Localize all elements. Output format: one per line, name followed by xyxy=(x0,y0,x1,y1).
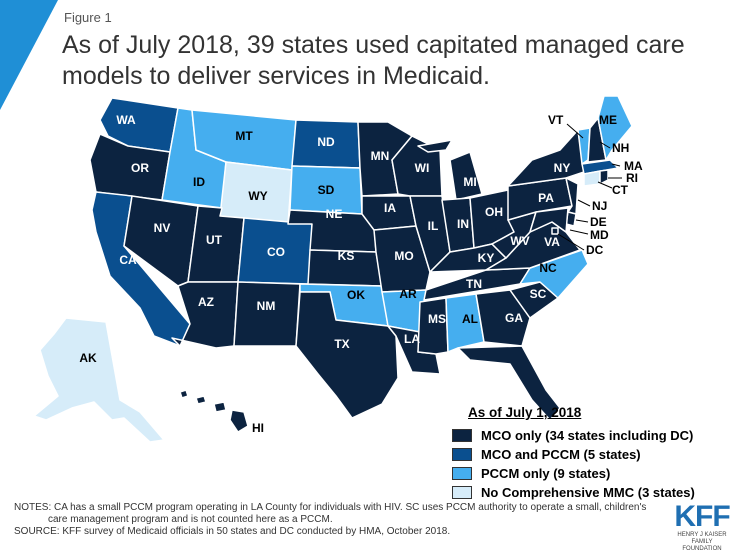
label-al: AL xyxy=(462,312,478,326)
leader-lines xyxy=(557,123,622,251)
legend-item-no-mmc: No Comprehensive MMC (3 states) xyxy=(452,483,732,502)
label-me: ME xyxy=(599,113,617,127)
label-ut: UT xyxy=(206,233,223,247)
legend-item-pccm-only: PCCM only (9 states) xyxy=(452,464,732,483)
label-dc: DC xyxy=(586,243,604,257)
state-dc xyxy=(551,227,559,235)
notes-line: care management program and is not count… xyxy=(48,514,333,525)
state-al xyxy=(445,293,485,353)
label-tx: TX xyxy=(334,337,349,351)
label-ok: OK xyxy=(347,288,365,302)
legend-label: PCCM only (9 states) xyxy=(481,466,611,481)
label-wv: WV xyxy=(510,234,529,248)
legend-swatch xyxy=(452,467,472,480)
label-pa: PA xyxy=(538,191,554,205)
label-mn: MN xyxy=(371,149,390,163)
legend-item-mco-only: MCO only (34 states including DC) xyxy=(452,426,732,445)
label-ms: MS xyxy=(428,312,446,326)
state-ri xyxy=(599,169,609,185)
label-md: MD xyxy=(590,228,609,242)
source-line: SOURCE: KFF survey of Medicaid officials… xyxy=(14,526,451,537)
state-ms xyxy=(417,297,449,355)
label-az: AZ xyxy=(198,295,214,309)
label-il: IL xyxy=(428,219,439,233)
state-tx xyxy=(295,291,399,419)
label-ga: GA xyxy=(505,311,523,325)
label-nm: NM xyxy=(257,299,276,313)
label-de: DE xyxy=(590,215,607,229)
label-va: VA xyxy=(544,235,560,249)
logo-text: KFF xyxy=(674,500,730,533)
state-ak xyxy=(33,317,165,443)
legend-label: No Comprehensive MMC (3 states) xyxy=(481,485,695,500)
label-ia: IA xyxy=(384,201,396,215)
label-nj: NJ xyxy=(592,199,607,213)
corner-accent xyxy=(0,0,58,110)
label-mt: MT xyxy=(235,129,253,143)
label-ak: AK xyxy=(79,351,97,365)
label-nc: NC xyxy=(539,261,557,275)
kff-logo: KFF HENRY J KAISER FAMILY FOUNDATION xyxy=(674,502,730,553)
label-sc: SC xyxy=(530,287,547,301)
label-mo: MO xyxy=(394,249,413,263)
label-ri: RI xyxy=(626,171,638,185)
label-wi: WI xyxy=(415,161,430,175)
label-id: ID xyxy=(193,175,205,189)
label-nh: NH xyxy=(612,141,629,155)
legend-item-mco-pccm: MCO and PCCM (5 states) xyxy=(452,445,732,464)
legend-title: As of July 1, 2018 xyxy=(468,405,582,420)
label-oh: OH xyxy=(485,205,503,219)
page-title: As of July 2018, 39 states used capitate… xyxy=(62,31,685,90)
logo-subtitle: HENRY J KAISER FAMILY FOUNDATION xyxy=(677,532,727,552)
label-vt: VT xyxy=(548,113,564,127)
label-mi: MI xyxy=(463,175,476,189)
notes: NOTES: CA has a small PCCM program opera… xyxy=(14,502,669,538)
state-ga xyxy=(475,289,531,347)
label-co: CO xyxy=(267,245,285,259)
state-nm xyxy=(233,281,301,347)
label-ks: KS xyxy=(338,249,355,263)
label-or: OR xyxy=(131,161,149,175)
legend-swatch xyxy=(452,429,472,442)
notes-line: NOTES: CA has a small PCCM program opera… xyxy=(14,502,647,513)
legend-swatch xyxy=(452,448,472,461)
label-nd: ND xyxy=(317,135,335,149)
legend-label: MCO and PCCM (5 states) xyxy=(481,447,641,462)
label-fl: FL xyxy=(533,357,548,371)
state-mi xyxy=(417,139,483,201)
state-fl xyxy=(457,345,561,421)
legend-label: MCO only (34 states including DC) xyxy=(481,428,694,443)
label-hi: HI xyxy=(252,421,264,435)
figure-label: Figure 1 xyxy=(64,10,112,25)
label-ct: CT xyxy=(612,183,629,197)
label-wa: WA xyxy=(116,113,136,127)
label-nv: NV xyxy=(154,221,171,235)
state-labels: WA OR CA NV ID MT WY UT AZ CO NM ND SD N… xyxy=(116,113,617,371)
label-ne: NE xyxy=(326,207,343,221)
label-ma: MA xyxy=(624,159,643,173)
state-ny xyxy=(507,129,585,187)
label-ny: NY xyxy=(554,161,571,175)
label-wy: WY xyxy=(248,189,267,203)
state-md xyxy=(529,207,569,233)
legend-swatch xyxy=(452,486,472,499)
legend: As of July 1, 2018 MCO only (34 states i… xyxy=(452,405,732,502)
state-hi xyxy=(179,389,249,433)
state-ma xyxy=(581,159,619,175)
outside-labels: VT NH MA CT RI NJ DE MD DC AK HI xyxy=(79,113,643,435)
label-tn: TN xyxy=(466,277,482,291)
label-ky: KY xyxy=(478,251,495,265)
label-ar: AR xyxy=(399,287,417,301)
label-ca: CA xyxy=(119,253,137,267)
label-la: LA xyxy=(404,332,420,346)
label-sd: SD xyxy=(318,183,335,197)
state-ct xyxy=(583,170,601,187)
label-in: IN xyxy=(457,217,469,231)
